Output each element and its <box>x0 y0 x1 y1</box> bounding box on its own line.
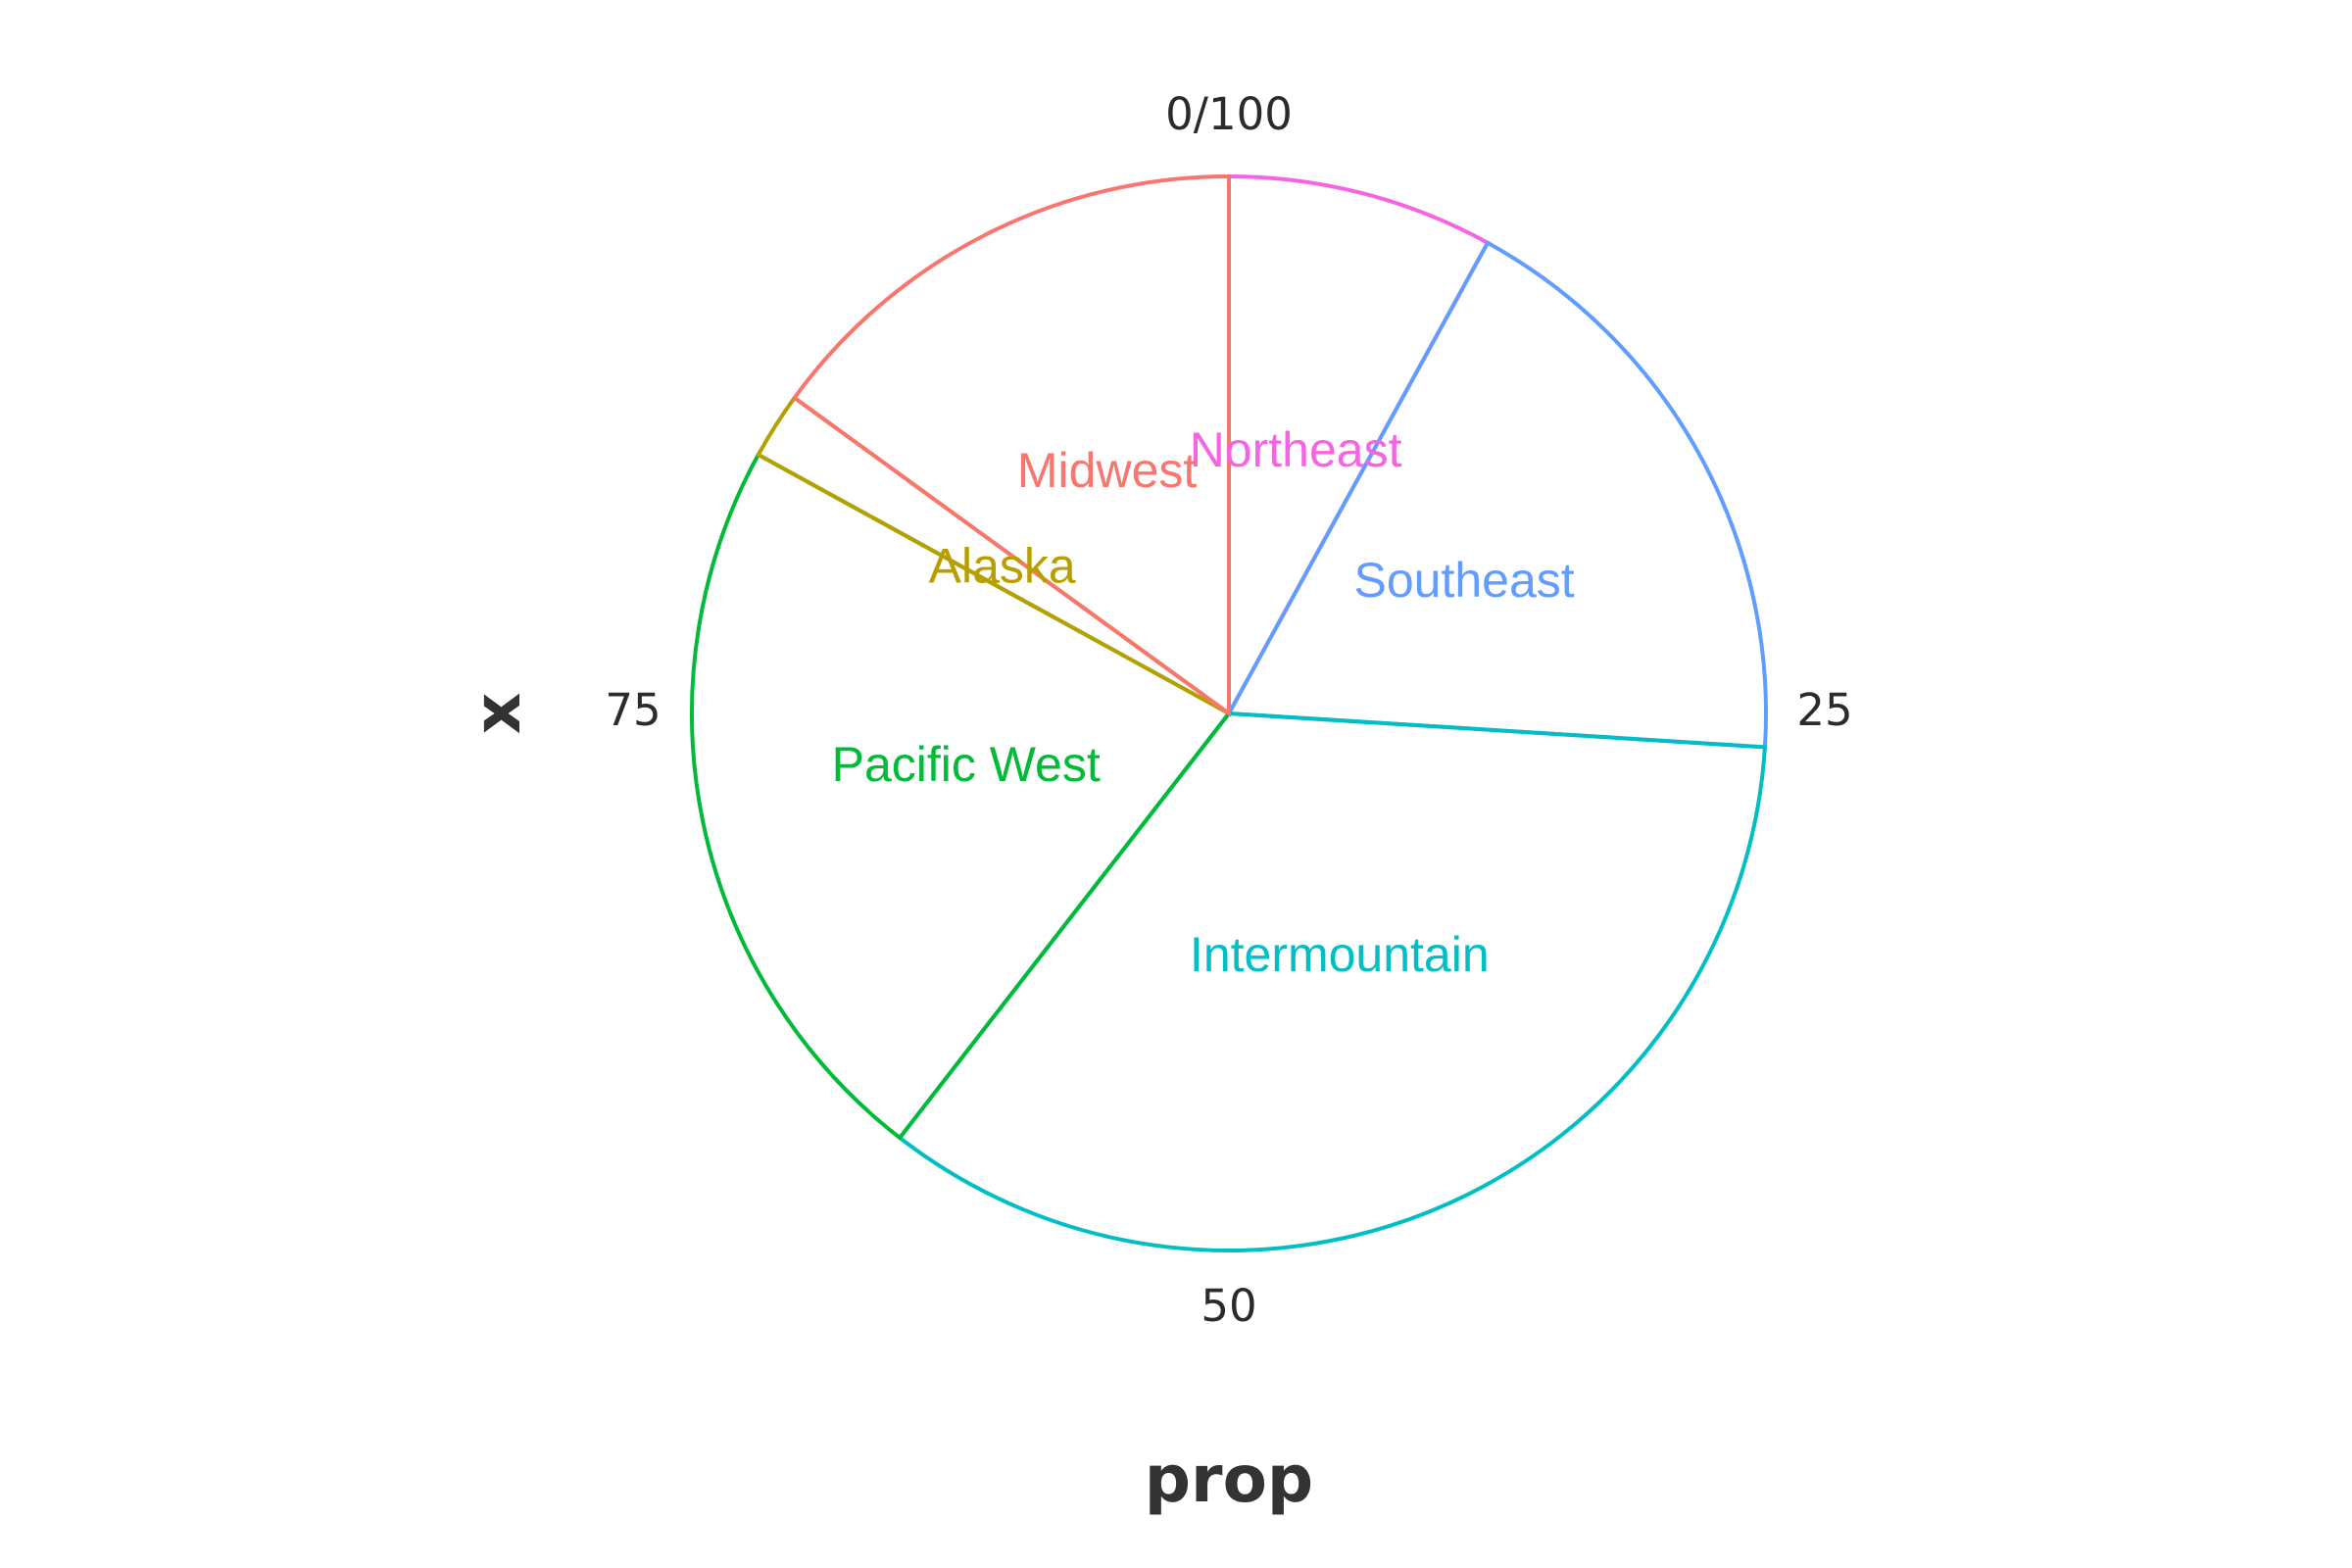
slice-label-pacific-west: Pacific West <box>832 737 1101 792</box>
slice-label-southeast: Southeast <box>1354 553 1575 608</box>
pie-slice-northeast <box>1227 173 1491 714</box>
x-axis-title: prop <box>1145 1442 1313 1517</box>
theta-tick-label: 25 <box>1796 684 1852 736</box>
theta-tick-labels: 0/100 25 50 75 <box>605 88 1852 1332</box>
theta-tick-label: 75 <box>605 684 661 736</box>
slice-label-midwest: Midwest <box>1017 443 1197 498</box>
pie-slice-pacific-west <box>690 452 1233 1141</box>
pie-slice-southeast <box>1225 240 1768 750</box>
slice-label-alaska: Alaska <box>929 538 1076 593</box>
y-axis-title: x <box>460 693 535 735</box>
slice-label-intermountain: Intermountain <box>1190 927 1490 982</box>
pie-slices <box>690 173 1768 1252</box>
theta-tick-label: 50 <box>1200 1280 1256 1332</box>
slice-labels: Northeast Southeast Intermountain Pacific W… <box>832 422 1575 982</box>
pie-slice-midwest <box>791 173 1231 717</box>
pie-slice-intermountain <box>897 710 1768 1252</box>
theta-tick-label: 0/100 <box>1165 88 1293 140</box>
slice-label-northeast: Northeast <box>1190 422 1402 477</box>
